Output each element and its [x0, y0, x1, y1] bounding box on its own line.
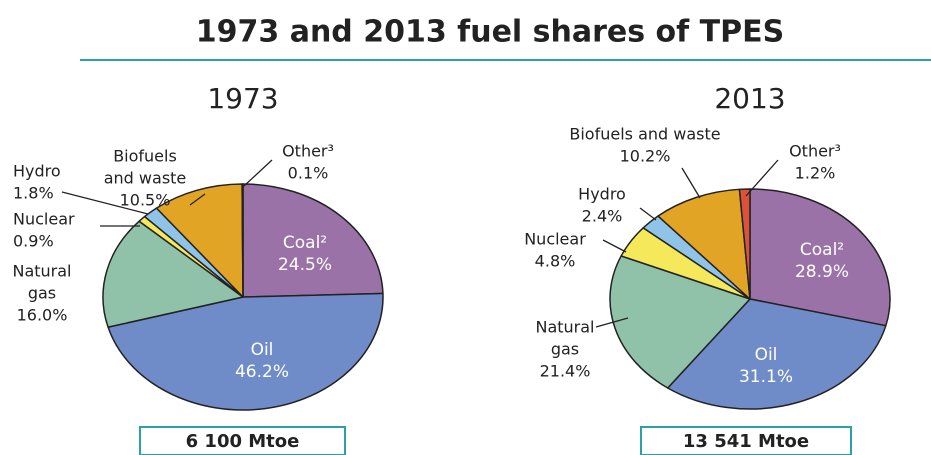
- total-box: [640, 426, 852, 455]
- pie-slice: [738, 188, 751, 300]
- pie-slice: [102, 220, 244, 328]
- value-label: 1.8%: [13, 184, 54, 203]
- slice-label: Other³: [282, 142, 334, 161]
- slice-label: Coal²: [283, 233, 327, 253]
- slice-label: Other³: [789, 142, 841, 161]
- slice-label: Nuclear: [13, 210, 75, 229]
- leader-line: [61, 191, 149, 215]
- slice-label: Biofuels and waste: [569, 125, 720, 144]
- leader-line: [639, 207, 657, 221]
- slice-label: Hydro: [578, 185, 626, 204]
- slice-label: Natural: [12, 262, 71, 281]
- slice-label: Nuclear: [524, 230, 586, 249]
- slice-label: Natural: [535, 318, 594, 337]
- leader-line: [745, 159, 779, 197]
- value-label: 31.1%: [739, 367, 793, 387]
- pie-slice: [609, 255, 751, 389]
- value-label: 10.2%: [620, 147, 671, 166]
- slice-label: Oil: [251, 340, 274, 360]
- total-label: 6 100 Mtoe: [186, 431, 300, 452]
- value-label: 0.9%: [13, 232, 54, 251]
- leader-line: [602, 239, 627, 253]
- slice-label: gas: [28, 284, 56, 303]
- leader-line: [189, 193, 206, 206]
- value-label: 46.2%: [235, 362, 289, 382]
- pie-slice: [242, 183, 384, 298]
- pie-slice: [666, 298, 887, 410]
- pie-slice: [155, 183, 244, 298]
- leader-line: [595, 317, 629, 328]
- chart-title: 1973 and 2013 fuel shares of TPES: [196, 15, 784, 50]
- pie-slice: [749, 188, 891, 327]
- slice-label: Coal²: [800, 240, 844, 260]
- slice-label: Oil: [755, 345, 778, 365]
- value-label: 21.4%: [540, 362, 591, 381]
- total-label: 13 541 Mtoe: [683, 431, 809, 452]
- value-label: 4.8%: [535, 252, 576, 271]
- value-label: 28.9%: [795, 262, 849, 282]
- slice-label: Hydro: [13, 162, 61, 181]
- value-label: 10.5%: [120, 191, 171, 210]
- total-box: [139, 426, 346, 455]
- pie-title: 2013: [714, 82, 785, 115]
- pie-slice: [107, 292, 384, 411]
- value-label: 1.2%: [795, 164, 836, 183]
- value-label: 24.5%: [278, 255, 332, 275]
- slice-label: and waste: [104, 169, 187, 188]
- pie-title: 1973: [207, 82, 278, 115]
- slice-label: Biofuels: [113, 147, 177, 166]
- value-label: 16.0%: [17, 306, 68, 325]
- leader-line: [681, 167, 701, 199]
- slice-label: gas: [551, 340, 579, 359]
- leader-line: [243, 159, 273, 187]
- value-label: 2.4%: [582, 207, 623, 226]
- pie-slice: [241, 183, 244, 298]
- value-label: 0.1%: [288, 164, 329, 183]
- pie-slice: [657, 188, 751, 300]
